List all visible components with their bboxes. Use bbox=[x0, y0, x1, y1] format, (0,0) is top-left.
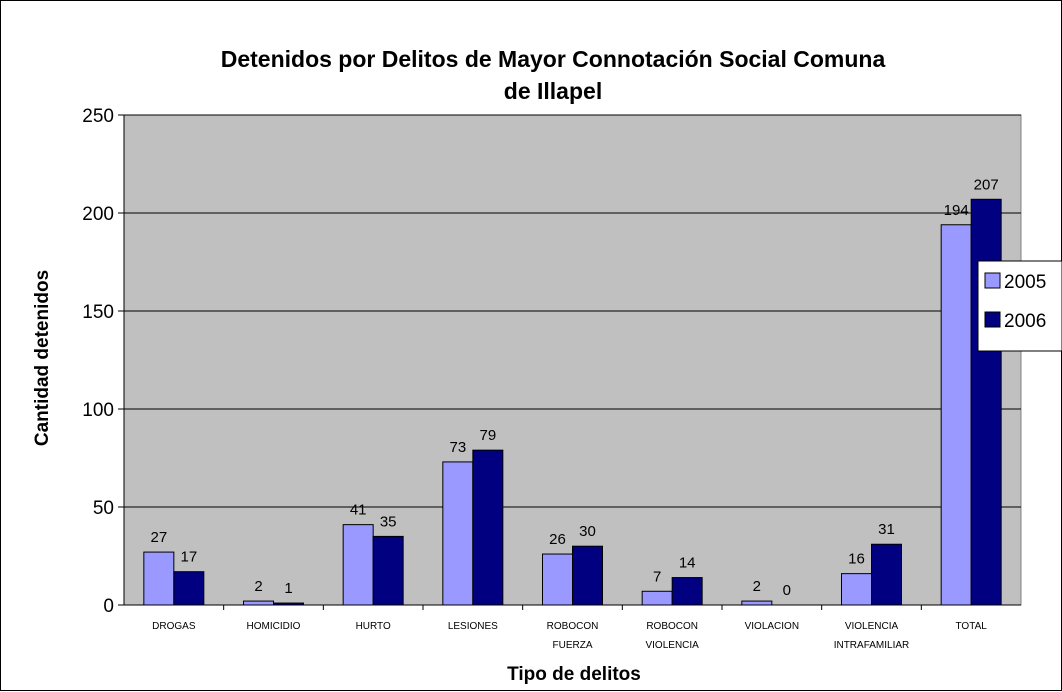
bar-2005 bbox=[741, 600, 773, 606]
bar-2005 bbox=[641, 590, 673, 606]
x-category-label: LESIONES bbox=[448, 621, 498, 632]
bar-2005 bbox=[841, 573, 872, 606]
legend-label-2006: 2006 bbox=[1004, 311, 1046, 332]
data-label-2006: 14 bbox=[679, 555, 696, 572]
gridlines bbox=[124, 114, 1021, 508]
bar-2005 bbox=[940, 224, 972, 606]
data-label-2006: 79 bbox=[479, 427, 496, 444]
data-label-2005: 2 bbox=[254, 578, 262, 595]
x-category-label: HOMICIDIO bbox=[247, 621, 301, 632]
bar-2006 bbox=[472, 449, 504, 606]
x-axis-categories: DROGAS HOMICIDIO HURTO LESIONES ROBOCON FUERZ… bbox=[152, 605, 987, 651]
bar-2005 bbox=[143, 551, 175, 606]
bar-2005 bbox=[342, 524, 374, 606]
x-axis-label: Tipo de delitos bbox=[507, 664, 641, 685]
data-label-2005: 27 bbox=[150, 529, 167, 546]
y-tick-label: 150 bbox=[82, 302, 114, 323]
x-category-label: VIOLENCIA bbox=[645, 640, 699, 651]
x-category-label: DROGAS bbox=[152, 621, 196, 632]
bar-2005 bbox=[542, 553, 573, 606]
x-category-label: TOTAL bbox=[956, 621, 988, 632]
x-category-label: ROBOCON bbox=[547, 621, 599, 632]
bar-2005 bbox=[243, 600, 274, 606]
bar-2006 bbox=[970, 198, 1002, 606]
chart-title-line1: Detenidos por Delitos de Mayor Connotaci… bbox=[221, 46, 886, 72]
data-label-2005: 7 bbox=[653, 568, 661, 585]
data-label-2006: 31 bbox=[878, 521, 895, 538]
x-category-label: VIOLACION bbox=[745, 621, 799, 632]
y-tick-label: 250 bbox=[82, 106, 114, 127]
y-axis-ticks: 0 50 100 150 200 250 bbox=[82, 106, 124, 617]
data-label-2006: 30 bbox=[579, 523, 596, 540]
x-category-label: VIOLENCIA bbox=[845, 621, 899, 632]
x-category-label: FUERZA bbox=[553, 640, 593, 651]
bar-2005 bbox=[442, 461, 474, 606]
data-label-2005: 73 bbox=[449, 439, 466, 456]
data-label-2006: 1 bbox=[284, 580, 292, 597]
bar-2006 bbox=[173, 571, 205, 606]
legend-label-2005: 2005 bbox=[1004, 272, 1046, 293]
bar-2006 bbox=[871, 543, 902, 606]
y-tick-label: 50 bbox=[93, 498, 114, 519]
x-category-label: INTRAFAMILIAR bbox=[834, 640, 910, 651]
y-tick-label: 200 bbox=[82, 204, 114, 225]
data-label-2005: 194 bbox=[944, 202, 969, 219]
data-label-2005: 16 bbox=[848, 551, 865, 568]
legend-swatch-2005 bbox=[984, 272, 1001, 289]
x-category-label: ROBOCON bbox=[646, 621, 698, 632]
bar-2006 bbox=[372, 535, 404, 606]
data-label-2006: 17 bbox=[180, 549, 197, 566]
data-label-2005: 41 bbox=[350, 502, 367, 519]
plot-area bbox=[123, 114, 1022, 606]
legend: 2005 2006 bbox=[977, 260, 1062, 352]
y-axis-label: Cantidad detenidos bbox=[32, 270, 53, 446]
x-category-label: HURTO bbox=[356, 621, 391, 632]
data-label-2006: 0 bbox=[783, 582, 791, 599]
bar-2006 bbox=[572, 545, 603, 606]
bar-2006 bbox=[671, 577, 703, 606]
data-label-2006: 35 bbox=[380, 513, 397, 530]
y-tick-label: 100 bbox=[82, 400, 114, 421]
y-tick-label: 0 bbox=[103, 596, 114, 617]
data-label-2005: 2 bbox=[753, 578, 761, 595]
data-label-2005: 26 bbox=[549, 531, 566, 548]
data-label-2006: 207 bbox=[974, 176, 999, 193]
legend-swatch-2006 bbox=[984, 311, 1001, 328]
chart-title-line2: de Illapel bbox=[504, 78, 602, 104]
